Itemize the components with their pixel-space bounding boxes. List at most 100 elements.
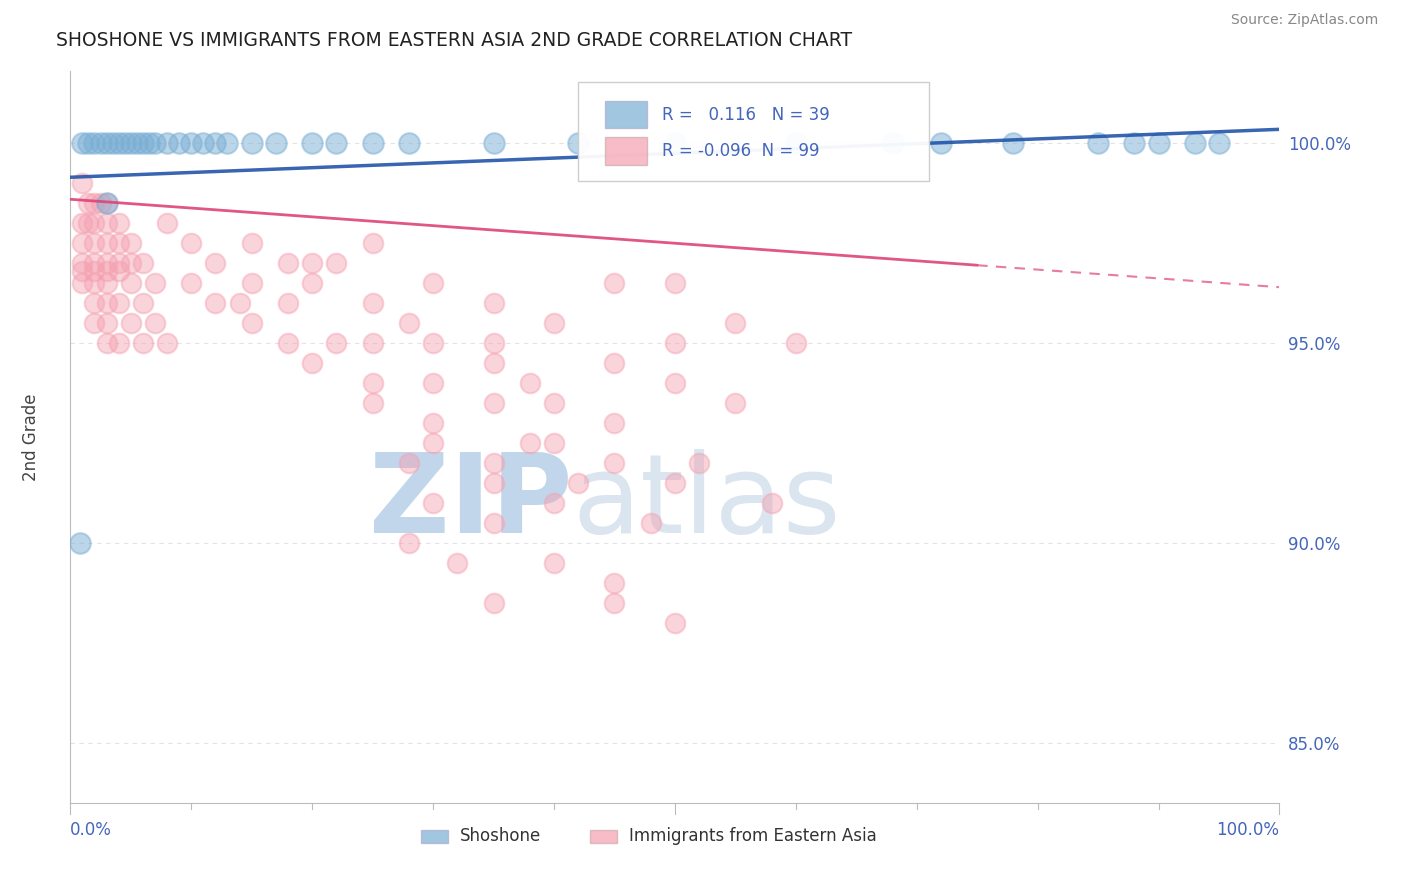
Point: [107, 216, 129, 230]
Point: [143, 136, 166, 151]
Text: 0.0%: 0.0%: [70, 821, 112, 839]
Point: [543, 436, 565, 450]
Point: [193, 136, 215, 151]
Point: [83, 256, 105, 270]
Text: R = -0.096  N = 99: R = -0.096 N = 99: [662, 142, 820, 160]
Point: [77, 196, 100, 211]
Point: [96, 316, 118, 330]
Point: [519, 376, 541, 391]
Point: [156, 136, 179, 151]
Point: [90, 136, 111, 151]
Point: [180, 136, 202, 151]
Point: [603, 356, 626, 370]
Point: [83, 136, 105, 151]
Point: [361, 376, 384, 391]
Point: [204, 296, 226, 310]
Point: [688, 456, 710, 470]
Point: [482, 396, 505, 410]
Point: [724, 316, 747, 330]
Text: SHOSHONE VS IMMIGRANTS FROM EASTERN ASIA 2ND GRADE CORRELATION CHART: SHOSHONE VS IMMIGRANTS FROM EASTERN ASIA…: [56, 31, 852, 50]
Point: [1147, 136, 1170, 151]
Point: [107, 296, 129, 310]
Point: [543, 496, 565, 510]
Point: [72, 256, 94, 270]
Text: Source: ZipAtlas.com: Source: ZipAtlas.com: [1230, 13, 1378, 28]
Text: atlas: atlas: [572, 450, 841, 557]
Point: [107, 256, 129, 270]
Point: [132, 296, 155, 310]
Point: [422, 496, 444, 510]
Point: [785, 136, 807, 151]
Point: [482, 336, 505, 351]
Point: [664, 136, 686, 151]
Point: [143, 316, 166, 330]
Point: [96, 136, 118, 151]
Point: [398, 536, 420, 550]
Bar: [591, 830, 617, 843]
Point: [83, 316, 105, 330]
Point: [72, 276, 94, 290]
Point: [603, 456, 626, 470]
Point: [101, 136, 124, 151]
Point: [143, 276, 166, 290]
Point: [361, 336, 384, 351]
Point: [567, 476, 589, 491]
Point: [603, 596, 626, 610]
Point: [167, 136, 190, 151]
Point: [96, 336, 118, 351]
Bar: [420, 830, 447, 843]
Point: [482, 596, 505, 610]
Point: [83, 296, 105, 310]
Point: [107, 236, 129, 251]
Point: [132, 256, 155, 270]
Point: [69, 536, 91, 550]
Point: [204, 256, 226, 270]
Text: ZIP: ZIP: [368, 450, 572, 557]
Point: [482, 476, 505, 491]
Point: [72, 136, 94, 151]
Point: [264, 136, 287, 151]
Point: [422, 336, 444, 351]
Point: [664, 376, 686, 391]
Point: [482, 136, 505, 151]
Point: [277, 336, 299, 351]
Point: [1087, 136, 1109, 151]
Point: [482, 356, 505, 370]
Point: [180, 236, 202, 251]
Point: [361, 296, 384, 310]
Point: [603, 576, 626, 591]
Point: [603, 416, 626, 430]
Point: [132, 336, 155, 351]
Bar: [605, 101, 647, 128]
Point: [1184, 136, 1206, 151]
Point: [125, 136, 148, 151]
Point: [422, 416, 444, 430]
Point: [1002, 136, 1025, 151]
Point: [361, 396, 384, 410]
Point: [1123, 136, 1146, 151]
Text: 100.0%: 100.0%: [1216, 821, 1279, 839]
Point: [361, 136, 384, 151]
Point: [114, 136, 136, 151]
Point: [664, 276, 686, 290]
Point: [664, 615, 686, 630]
Point: [240, 316, 263, 330]
Point: [120, 276, 142, 290]
Point: [301, 276, 323, 290]
Point: [83, 276, 105, 290]
Point: [83, 196, 105, 211]
Point: [228, 296, 250, 310]
Point: [482, 516, 505, 530]
Point: [929, 136, 952, 151]
FancyBboxPatch shape: [578, 82, 929, 181]
Point: [325, 256, 347, 270]
Point: [107, 264, 129, 278]
Point: [72, 264, 94, 278]
Point: [325, 336, 347, 351]
Point: [277, 296, 299, 310]
Point: [482, 296, 505, 310]
Point: [96, 236, 118, 251]
Point: [107, 136, 129, 151]
Point: [1208, 136, 1230, 151]
Point: [72, 236, 94, 251]
